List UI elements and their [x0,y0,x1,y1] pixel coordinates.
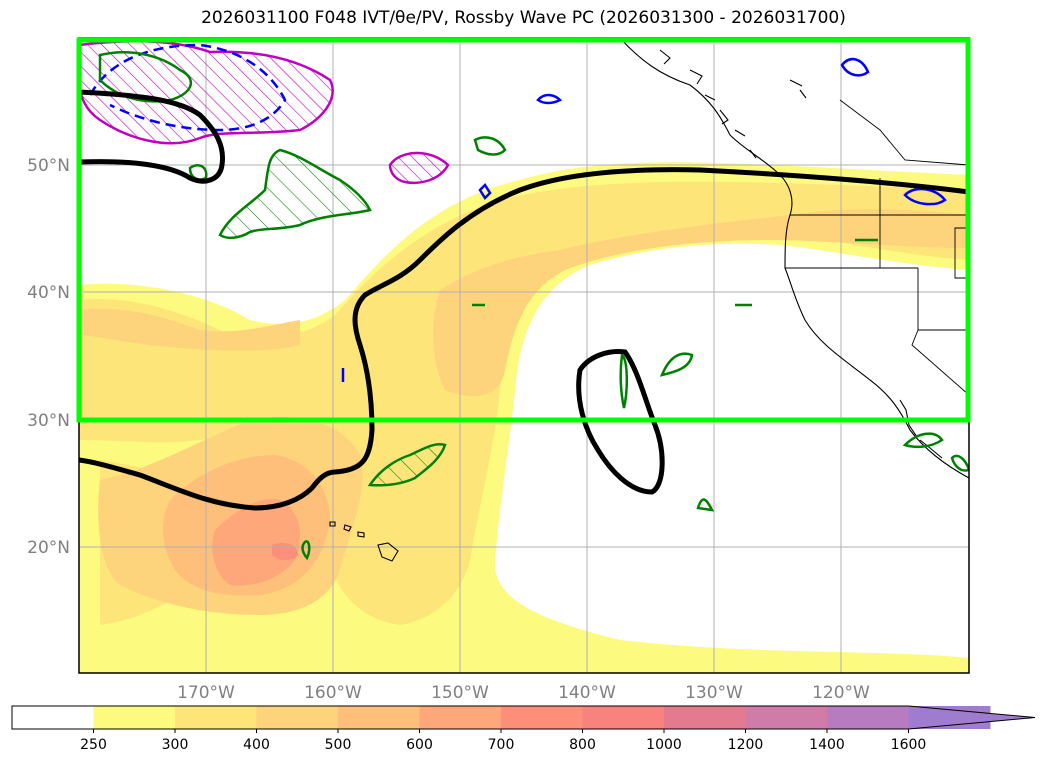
colorbar-tick-label: 1600 [891,737,927,753]
lon-label-160w: 160°W [304,683,362,703]
state-borders [785,99,969,396]
blue-contour-alaska [840,57,870,77]
lat-label-50n: 50°N [27,156,70,176]
map-title: 2026031100 F048 IVT/θe/PV, Rossby Wave P… [201,8,846,28]
pv-contour-main [79,89,969,511]
pv-closed-low [576,349,665,495]
colorbar-segment [501,706,583,729]
ivt-600-band [212,499,300,586]
colorbar-segment [256,706,339,729]
green-hatched-region [218,148,372,240]
lat-label-40n: 40°N [27,283,70,303]
alaska-panhandle-islands [659,49,807,159]
map-plot-area [79,38,969,673]
green-contour-small-5 [188,164,208,181]
pv-contours [79,89,969,511]
lat-axis-labels: 50°N 40°N 30°N 20°N [27,156,70,558]
north-america-coastline [619,38,969,479]
colorbar-tick-label: 400 [243,737,270,753]
colorbar-tick-label: 1400 [809,737,845,753]
lon-label-130w: 130°W [685,683,743,703]
colorbar-tick-label: 1200 [728,737,764,753]
colorbar-tick-label: 250 [80,737,107,753]
green-contour-small-3 [619,352,628,409]
colorbar-tick-label: 800 [569,737,596,753]
green-contour-small-6 [472,238,878,512]
lon-label-120w: 120°W [812,683,870,703]
baja-coast [899,399,943,459]
hawaii-islands [329,521,399,562]
colorbar-segment [664,706,746,729]
ivt-colorbar: 250 300 400 500 600 700 800 1000 1200 1400 1600 [11,705,1036,753]
colorbar-segment [582,706,665,729]
colorbar-border [11,705,909,730]
theta-e-contours [79,40,969,561]
colorbar-segment [419,706,502,729]
lat-label-30n: 30°N [27,411,70,431]
lon-label-140w: 140°W [558,683,616,703]
green-contour-small-2 [659,352,694,377]
green-contour-california [902,432,969,472]
colorbar-tick-label: 600 [406,737,433,753]
magenta-contour-east [388,151,450,184]
colorbar-segment [175,706,257,729]
lon-label-150w: 150°W [431,683,489,703]
lon-label-170w: 170°W [177,683,235,703]
colorbar-tick-label: 500 [325,737,352,753]
rossby-region-box [76,37,971,423]
ivt-shading [79,162,969,673]
blue-contour-gulf [478,93,563,200]
colorbar-segment [93,706,176,729]
lat-label-20n: 20°N [27,538,70,558]
colorbar-segment [745,706,828,729]
colorbar-segment [12,706,94,729]
colorbar-tick-label: 1000 [646,737,682,753]
colorbar-segment [338,706,420,729]
colorbar-tick-label: 300 [162,737,189,753]
colorbar-segment [827,706,909,729]
lon-axis-labels: 170°W 160°W 150°W 140°W 130°W 120°W [177,683,870,703]
colorbar-tick-label: 700 [488,737,515,753]
coastlines [329,38,969,562]
blue-contour-oregon [341,187,947,382]
green-contour-small-4 [301,540,311,561]
colorbar-extend-arrow [908,705,1036,730]
blue-dashed-contour [88,43,287,132]
green-contour-subtropical [367,443,447,487]
green-contour-small-1 [473,136,507,156]
